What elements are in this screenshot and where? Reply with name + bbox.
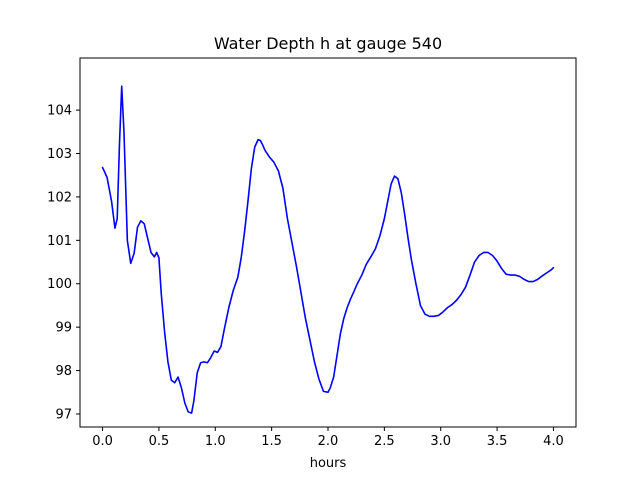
x-axis: 0.0 0.5 1.0 1.5 2.0 2.5 3.0 3.5 4.0 [92,427,564,449]
x-tick-label: 0.5 [149,434,170,449]
y-axis: 97 98 99 100 101 102 103 104 [47,104,80,422]
y-tick-label: 99 [55,321,72,336]
y-tick-label: 98 [55,364,72,379]
plot-area [101,85,555,414]
y-tick-label: 104 [47,104,72,119]
x-tick-label: 4.0 [543,434,564,449]
y-tick-label: 101 [47,234,72,249]
x-tick-label: 2.0 [318,434,339,449]
x-tick-label: 3.0 [430,434,451,449]
x-tick-label: 3.5 [487,434,508,449]
x-tick-label: 1.0 [205,434,226,449]
y-tick-label: 97 [55,407,72,422]
chart-title: Water Depth h at gauge 540 [214,34,442,53]
x-tick-label: 0.0 [92,434,113,449]
y-tick-label: 102 [47,190,72,205]
y-tick-label: 100 [47,277,72,292]
y-tick-label: 103 [47,147,72,162]
x-tick-label: 1.5 [261,434,282,449]
series-line-0 [101,85,555,414]
axes-frame [79,57,577,428]
x-axis-label: hours [310,456,347,471]
x-tick-label: 2.5 [374,434,395,449]
